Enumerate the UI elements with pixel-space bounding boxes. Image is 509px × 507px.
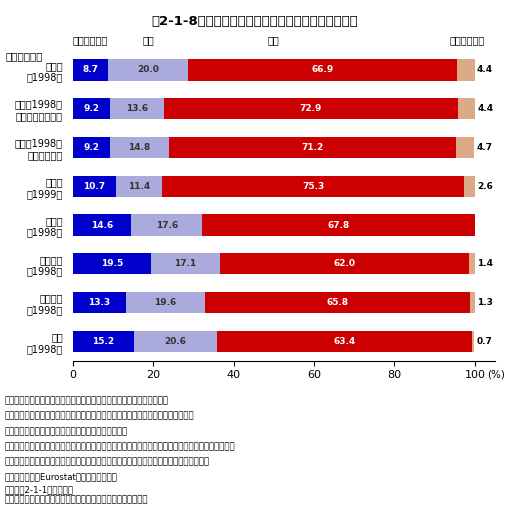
- Text: 4.7: 4.7: [475, 143, 492, 152]
- Text: 政府研究機関: 政府研究機関: [72, 35, 107, 46]
- Bar: [116, 175, 161, 197]
- Text: 9.2: 9.2: [83, 104, 99, 113]
- Bar: [107, 59, 188, 81]
- Text: 19.5: 19.5: [101, 259, 123, 268]
- Text: 15.2: 15.2: [92, 337, 114, 346]
- Text: 66.9: 66.9: [311, 65, 333, 75]
- Text: 国名（年度）: 国名（年度）: [5, 51, 43, 61]
- Bar: [471, 331, 473, 352]
- Text: 民営研究機関: 民営研究機関: [448, 35, 484, 46]
- Text: 4.4: 4.4: [476, 65, 492, 75]
- Text: ３．米国の値は暦年で暫定値、ドイツの値は推定値、フランスの値は暫定値である。また、ドイ: ３．米国の値は暦年で暫定値、ドイツの値は推定値、フランスの値は暫定値である。また…: [5, 442, 235, 451]
- Bar: [464, 175, 474, 197]
- Text: 71.2: 71.2: [301, 143, 323, 152]
- Text: 14.6: 14.6: [91, 221, 113, 230]
- Text: ２．日本の専従換算の値は総務庁統計局データ。: ２．日本の専従換算の値は総務庁統計局データ。: [5, 427, 128, 436]
- Text: 67.8: 67.8: [327, 221, 349, 230]
- Text: 4.4: 4.4: [476, 104, 493, 113]
- Text: 0.7: 0.7: [475, 337, 491, 346]
- Bar: [161, 175, 464, 197]
- Bar: [131, 214, 202, 236]
- Text: 資料：第2-1-1図に同じ。: 資料：第2-1-1図に同じ。: [5, 485, 74, 494]
- Text: (%): (%): [486, 369, 504, 379]
- Text: 19.6: 19.6: [154, 298, 177, 307]
- Bar: [455, 137, 473, 158]
- Bar: [468, 253, 474, 274]
- Bar: [216, 331, 471, 352]
- Text: 17.1: 17.1: [174, 259, 196, 268]
- Bar: [109, 137, 169, 158]
- Text: 第2-1-8図　主要国における研究費の組織別使用割合: 第2-1-8図 主要国における研究費の組織別使用割合: [151, 15, 358, 28]
- Bar: [73, 137, 109, 158]
- Bar: [73, 253, 151, 274]
- Text: 注）１．国際比較を行うため、各国とも人文・社会科学を含めている。: 注）１．国際比較を行うため、各国とも人文・社会科学を含めている。: [5, 396, 169, 406]
- Bar: [219, 253, 468, 274]
- Text: （参照：付属資料（１），（２），（３），（４），（８））: （参照：付属資料（１），（２），（３），（４），（８））: [5, 495, 148, 504]
- Bar: [73, 292, 126, 313]
- Text: 産業: 産業: [267, 35, 279, 46]
- Text: 65.8: 65.8: [326, 298, 348, 307]
- Text: 13.3: 13.3: [88, 298, 110, 307]
- Bar: [151, 253, 219, 274]
- Text: なお、日本については自然科学のみと専従換算の値を併せて表示している。: なお、日本については自然科学のみと専従換算の値を併せて表示している。: [5, 412, 194, 421]
- Text: 1.4: 1.4: [476, 259, 492, 268]
- Bar: [169, 137, 455, 158]
- Text: 75.3: 75.3: [301, 182, 324, 191]
- Bar: [188, 59, 456, 81]
- Text: 大学: 大学: [142, 35, 154, 46]
- Bar: [202, 214, 474, 236]
- Text: 8.7: 8.7: [82, 65, 98, 75]
- Text: 2.6: 2.6: [476, 182, 492, 191]
- Bar: [469, 292, 474, 313]
- Bar: [73, 214, 131, 236]
- Bar: [126, 292, 205, 313]
- Text: 63.4: 63.4: [332, 337, 355, 346]
- Text: 62.0: 62.0: [333, 259, 355, 268]
- Bar: [164, 98, 457, 119]
- Bar: [73, 98, 109, 119]
- Bar: [73, 59, 107, 81]
- Text: 1.3: 1.3: [476, 298, 492, 307]
- Bar: [73, 331, 133, 352]
- Text: 11.4: 11.4: [127, 182, 150, 191]
- Text: ツの使用割合の「民営研究機関」の研究費は、「政府研究機関」に含まれている。: ツの使用割合の「民営研究機関」の研究費は、「政府研究機関」に含まれている。: [5, 457, 210, 466]
- Bar: [205, 292, 469, 313]
- Text: 20.0: 20.0: [137, 65, 159, 75]
- Text: 13.6: 13.6: [126, 104, 148, 113]
- Text: 10.7: 10.7: [83, 182, 105, 191]
- Bar: [457, 98, 474, 119]
- Text: 20.6: 20.6: [164, 337, 186, 346]
- Text: 72.9: 72.9: [299, 104, 322, 113]
- Text: 14.8: 14.8: [128, 143, 150, 152]
- Text: 9.2: 9.2: [83, 143, 99, 152]
- Bar: [133, 331, 216, 352]
- Text: 17.6: 17.6: [155, 221, 178, 230]
- Bar: [456, 59, 474, 81]
- Bar: [109, 98, 164, 119]
- Bar: [73, 175, 116, 197]
- Text: ４．ＥＵはEurostatの推計値である。: ４．ＥＵはEurostatの推計値である。: [5, 473, 118, 482]
